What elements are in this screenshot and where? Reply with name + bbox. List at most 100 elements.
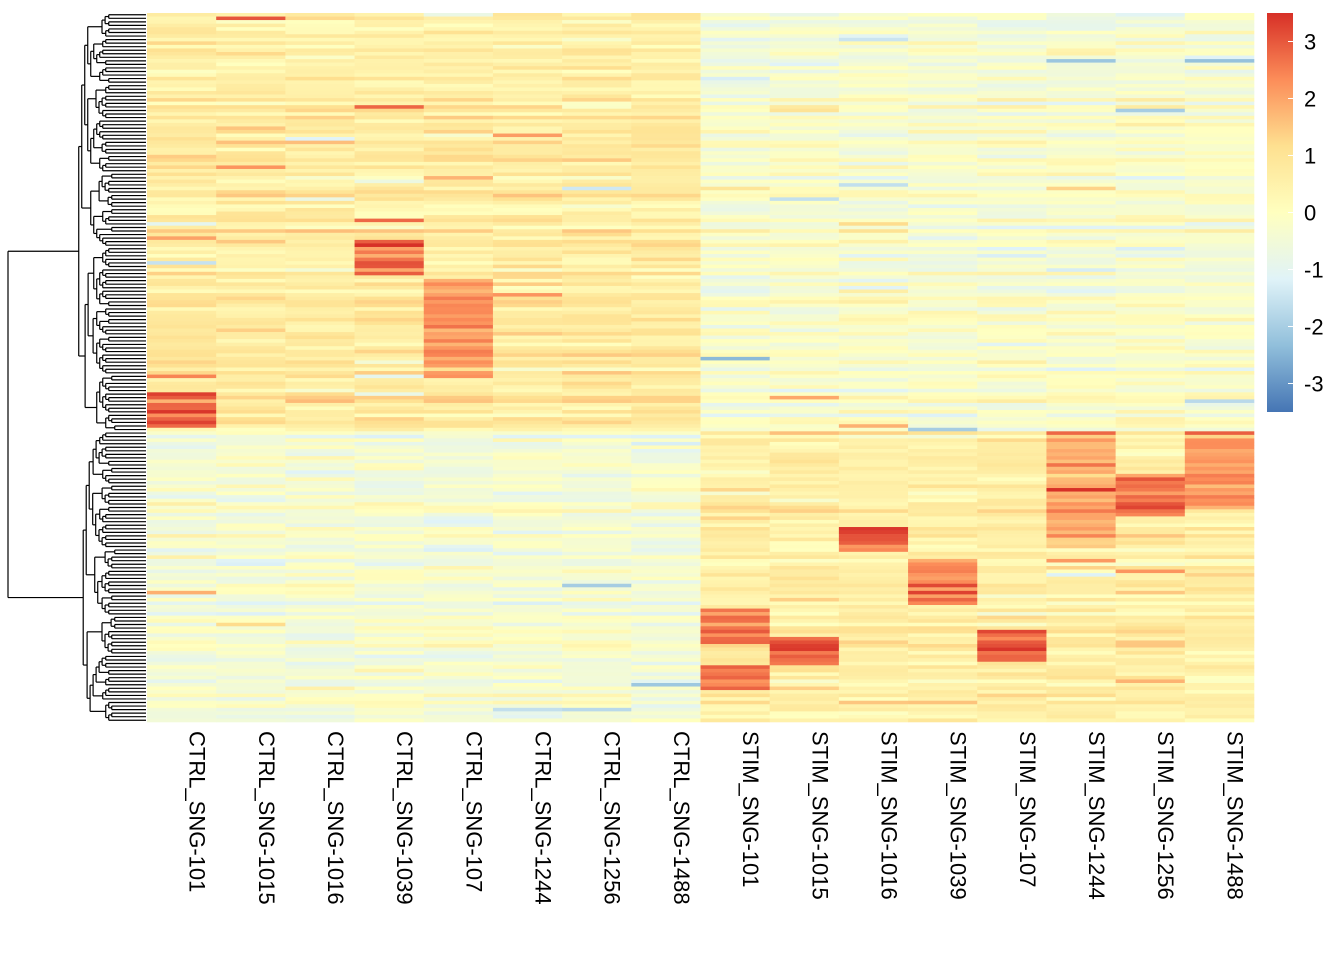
heatmap-cell [354, 640, 425, 645]
heatmap-cell [1046, 232, 1116, 237]
heatmap-cell [354, 551, 425, 556]
heatmap-cell [1046, 697, 1116, 702]
heatmap-cell [1115, 66, 1186, 71]
heatmap-cell [562, 371, 632, 375]
heatmap-cell [1046, 491, 1116, 496]
heatmap-cell [492, 296, 563, 301]
heatmap-cell [354, 527, 425, 531]
heatmap-cell [700, 417, 770, 421]
heatmap-cell [216, 44, 286, 49]
heatmap-cell [1046, 197, 1116, 202]
heatmap-cell [838, 672, 909, 677]
heatmap-cell [354, 480, 425, 485]
heatmap-cell [285, 122, 355, 127]
heatmap-cell [354, 13, 425, 17]
heatmap-cell [908, 147, 978, 152]
heatmap-cell [423, 101, 494, 106]
heatmap-cell [1115, 605, 1186, 609]
heatmap-cell [1046, 640, 1116, 645]
heatmap-cell [423, 307, 494, 312]
heatmap-cell [147, 636, 217, 641]
heatmap-cell [631, 580, 701, 585]
heatmap-cell [769, 378, 840, 382]
heatmap-cell [908, 51, 978, 56]
heatmap-cell [354, 133, 425, 138]
heatmap-cell [908, 537, 978, 542]
heatmap-cell [147, 225, 217, 230]
heatmap-cell [1046, 44, 1116, 49]
heatmap-cell [838, 452, 909, 457]
heatmap-cell [354, 98, 425, 102]
heatmap-cell [216, 282, 286, 287]
heatmap-cell [562, 335, 632, 340]
heatmap-cell [700, 640, 770, 645]
heatmap-cell [769, 612, 840, 616]
heatmap-cell [423, 463, 494, 468]
heatmap-cell [769, 410, 840, 414]
heatmap-cell [216, 332, 286, 336]
heatmap-cell [908, 303, 978, 308]
heatmap-cell [423, 612, 494, 616]
heatmap-cell [423, 374, 494, 379]
heatmap-cell [769, 640, 840, 645]
heatmap-cell [492, 278, 563, 283]
heatmap-cell [492, 236, 563, 241]
heatmap-cell [423, 530, 494, 535]
heatmap-cell [977, 704, 1047, 709]
heatmap-cell [492, 583, 563, 588]
heatmap-cell [769, 484, 840, 489]
heatmap-cell [423, 246, 494, 251]
heatmap-cell [1046, 229, 1116, 234]
heatmap-cell [908, 406, 978, 411]
heatmap-cell [838, 640, 909, 645]
heatmap-cell [562, 261, 632, 265]
heatmap-cell [838, 98, 909, 102]
heatmap-cell [908, 307, 978, 312]
heatmap-cell [1046, 654, 1116, 659]
heatmap-cell [631, 424, 701, 429]
heatmap-cell [700, 317, 770, 322]
heatmap-cell [423, 686, 494, 691]
heatmap-cell [216, 200, 286, 205]
heatmap-cell [562, 254, 632, 258]
heatmap-cell [631, 445, 701, 450]
heatmap-cell [1046, 410, 1116, 414]
heatmap-cell [354, 402, 425, 407]
heatmap-cell [216, 246, 286, 251]
heatmap-cell [977, 576, 1047, 581]
heatmap-cell [1184, 452, 1255, 457]
heatmap-cell [354, 147, 425, 152]
heatmap-cell [423, 661, 494, 666]
heatmap-cell [492, 590, 563, 595]
heatmap-cell [1046, 239, 1116, 244]
heatmap-cell [977, 140, 1047, 145]
heatmap-cell [977, 48, 1047, 53]
heatmap-cell [1115, 324, 1186, 329]
heatmap-cell [838, 505, 909, 510]
heatmap-cell [562, 339, 632, 343]
heatmap-cell [769, 37, 840, 42]
heatmap-cell [1184, 427, 1255, 432]
heatmap-cell [492, 704, 563, 709]
heatmap-cell [700, 363, 770, 368]
heatmap-cell [1046, 112, 1116, 117]
heatmap-cell [631, 385, 701, 390]
heatmap-cell [492, 151, 563, 156]
heatmap-cell [977, 83, 1047, 88]
heatmap-cell [838, 427, 909, 432]
heatmap-cell [147, 254, 217, 258]
heatmap-cell [354, 615, 425, 620]
heatmap-cell [1046, 644, 1116, 648]
heatmap-cell [216, 204, 286, 209]
heatmap-cell [700, 562, 770, 567]
heatmap-cell [492, 374, 563, 379]
heatmap-cell [977, 101, 1047, 106]
heatmap-cell [147, 367, 217, 372]
heatmap-cell [977, 523, 1047, 528]
heatmap-cell [423, 640, 494, 645]
heatmap-cell [147, 83, 217, 88]
heatmap-cell [1046, 562, 1116, 567]
heatmap-cell [492, 161, 563, 166]
heatmap-cell [562, 470, 632, 475]
heatmap-cell [631, 332, 701, 336]
